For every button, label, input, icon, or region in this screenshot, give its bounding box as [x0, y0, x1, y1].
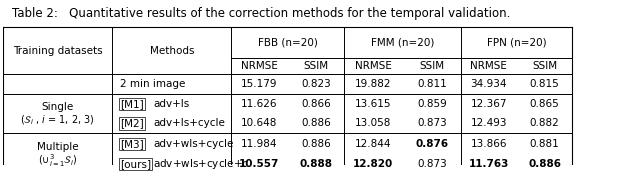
Text: 0.811: 0.811	[417, 79, 447, 89]
Text: 13.058: 13.058	[355, 119, 392, 129]
Text: 13.615: 13.615	[355, 99, 392, 109]
Text: adv+ls+cycle: adv+ls+cycle	[153, 119, 225, 129]
Text: Single: Single	[42, 102, 74, 112]
Text: 2 min image: 2 min image	[120, 79, 185, 89]
Text: adv+wls+cycle+$c$: adv+wls+cycle+$c$	[153, 157, 250, 171]
Text: 0.886: 0.886	[528, 160, 561, 170]
Text: 0.865: 0.865	[530, 99, 559, 109]
Text: 0.859: 0.859	[417, 99, 447, 109]
Text: FBB (n=20): FBB (n=20)	[258, 37, 317, 47]
Text: adv+ls: adv+ls	[153, 99, 189, 109]
Text: 0.881: 0.881	[530, 139, 559, 149]
Text: 0.873: 0.873	[417, 160, 447, 170]
Text: 12.367: 12.367	[470, 99, 507, 109]
Text: 0.886: 0.886	[301, 139, 331, 149]
Text: 0.882: 0.882	[530, 119, 559, 129]
Text: ($\cup_{i=1}^{3}\mathcal{S}_i$): ($\cup_{i=1}^{3}\mathcal{S}_i$)	[38, 152, 77, 169]
Text: 0.866: 0.866	[301, 99, 331, 109]
Text: FPN (n=20): FPN (n=20)	[487, 37, 547, 47]
Text: 11.763: 11.763	[468, 160, 509, 170]
Text: 12.820: 12.820	[353, 160, 394, 170]
Text: Table 2:   Quantitative results of the correction methods for the temporal valid: Table 2: Quantitative results of the cor…	[12, 7, 511, 20]
Text: [M3]: [M3]	[120, 139, 143, 149]
Text: SSIM: SSIM	[419, 61, 444, 71]
Text: NRMSE: NRMSE	[355, 61, 392, 71]
Text: NRMSE: NRMSE	[470, 61, 508, 71]
Text: SSIM: SSIM	[303, 61, 328, 71]
Text: 34.934: 34.934	[470, 79, 507, 89]
Text: adv+wls+cycle: adv+wls+cycle	[153, 139, 234, 149]
Text: 10.648: 10.648	[241, 119, 278, 129]
Text: [M1]: [M1]	[120, 99, 143, 109]
Text: 11.984: 11.984	[241, 139, 278, 149]
Text: ($\mathcal{S}_i$ , $i$ = 1, 2, 3): ($\mathcal{S}_i$ , $i$ = 1, 2, 3)	[20, 113, 95, 127]
Text: FMM (n=20): FMM (n=20)	[371, 37, 434, 47]
Text: [M2]: [M2]	[120, 119, 143, 129]
Text: Multiple: Multiple	[36, 142, 78, 152]
Text: 0.888: 0.888	[300, 160, 332, 170]
Text: Methods: Methods	[150, 45, 194, 56]
Text: 11.626: 11.626	[241, 99, 278, 109]
Text: [ours]: [ours]	[120, 160, 151, 170]
Text: 12.493: 12.493	[470, 119, 507, 129]
Text: 12.844: 12.844	[355, 139, 392, 149]
Text: NRMSE: NRMSE	[241, 61, 278, 71]
Text: SSIM: SSIM	[532, 61, 557, 71]
Text: 15.179: 15.179	[241, 79, 278, 89]
Text: 10.557: 10.557	[239, 160, 280, 170]
Text: 19.882: 19.882	[355, 79, 392, 89]
Text: 0.815: 0.815	[530, 79, 559, 89]
Text: 0.823: 0.823	[301, 79, 331, 89]
Text: 0.873: 0.873	[417, 119, 447, 129]
Text: 13.866: 13.866	[470, 139, 507, 149]
Text: 0.876: 0.876	[415, 139, 449, 149]
Text: 0.886: 0.886	[301, 119, 331, 129]
Text: Training datasets: Training datasets	[13, 45, 102, 56]
